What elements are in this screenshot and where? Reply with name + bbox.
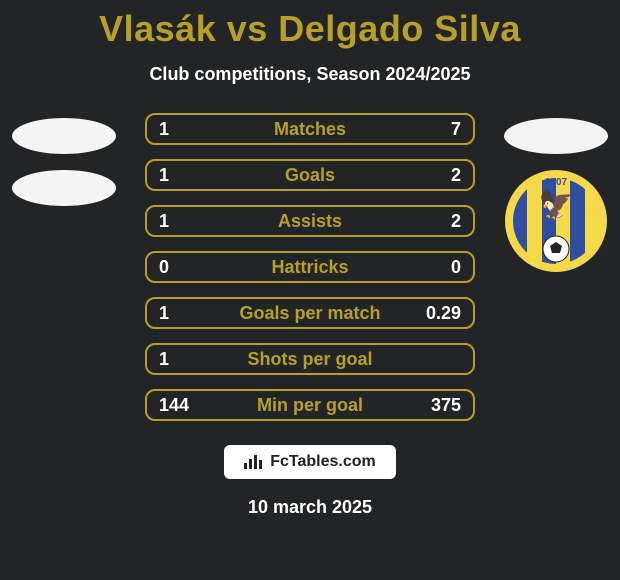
stat-row: 1Matches7 [145, 113, 475, 145]
stat-row: 1Goals per match0.29 [145, 297, 475, 329]
stat-right-value: 375 [411, 395, 461, 416]
stat-left-value: 1 [159, 165, 209, 186]
left-avatar-placeholder-1 [12, 118, 116, 154]
vs-text: vs [216, 8, 278, 49]
stat-label: Assists [209, 211, 411, 232]
player-right-name: Delgado Silva [278, 8, 521, 49]
crest-year: 1907 [508, 177, 604, 188]
stat-row: 1Goals2 [145, 159, 475, 191]
right-club-crest: 1907 🦅 [505, 170, 607, 272]
stat-right-value: 0 [411, 257, 461, 278]
stat-left-value: 1 [159, 119, 209, 140]
stat-label: Shots per goal [209, 349, 411, 370]
stat-row: 1Shots per goal [145, 343, 475, 375]
stat-label: Goals per match [209, 303, 411, 324]
stat-right-value: 0.29 [411, 303, 461, 324]
stat-label: Hattricks [209, 257, 411, 278]
brand-badge[interactable]: FcTables.com [224, 445, 396, 479]
bar-chart-icon [244, 455, 264, 469]
stat-left-value: 144 [159, 395, 209, 416]
stat-left-value: 0 [159, 257, 209, 278]
subtitle: Club competitions, Season 2024/2025 [0, 64, 620, 85]
right-badges: 1907 🦅 [500, 118, 612, 272]
player-left-name: Vlasák [99, 8, 216, 49]
stats-list: 1Matches71Goals21Assists20Hattricks01Goa… [145, 113, 475, 421]
stat-right-value: 7 [411, 119, 461, 140]
stat-row: 144Min per goal375 [145, 389, 475, 421]
stat-right-value: 2 [411, 211, 461, 232]
stat-row: 0Hattricks0 [145, 251, 475, 283]
stat-label: Min per goal [209, 395, 411, 416]
stat-left-value: 1 [159, 349, 209, 370]
stat-right-value: 2 [411, 165, 461, 186]
stat-label: Matches [209, 119, 411, 140]
stat-row: 1Assists2 [145, 205, 475, 237]
left-club-placeholder [12, 170, 116, 206]
title: Vlasák vs Delgado Silva [0, 0, 620, 50]
left-badges [8, 118, 120, 222]
right-avatar-placeholder [504, 118, 608, 154]
eagle-icon: 🦅 [539, 191, 574, 219]
stat-label: Goals [209, 165, 411, 186]
comparison-card: Vlasák vs Delgado Silva Club competition… [0, 0, 620, 580]
stat-left-value: 1 [159, 303, 209, 324]
date-text: 10 march 2025 [0, 497, 620, 518]
soccer-ball-icon [542, 235, 570, 263]
stat-left-value: 1 [159, 211, 209, 232]
brand-text: FcTables.com [270, 453, 376, 471]
